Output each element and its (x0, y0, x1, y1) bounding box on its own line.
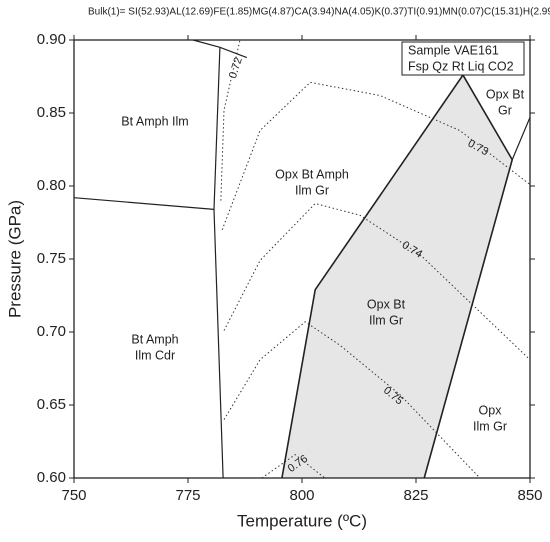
field-label: Opx (479, 403, 503, 417)
legend-text: Fsp Qz Rt Liq CO2 (408, 59, 514, 73)
y-tick-label: 0.75 (37, 250, 66, 267)
y-axis-label: Pressure (GPa) (5, 200, 24, 318)
field-label: Ilm Gr (473, 419, 507, 433)
y-tick-label: 0.65 (37, 396, 66, 413)
field-label: Bt Amph (131, 332, 178, 346)
legend-box (401, 41, 525, 76)
x-tick-label: 775 (175, 487, 200, 504)
phase-boundary (73, 197, 215, 210)
legend-text: Sample VAE161 (408, 43, 499, 57)
y-tick-label: 0.70 (37, 323, 66, 340)
field-label: Gr (498, 103, 512, 117)
x-tick-label: 825 (403, 487, 428, 504)
y-tick-label: 0.80 (37, 177, 66, 194)
isopleth (223, 202, 531, 361)
bulk-composition: Bulk(1)= SI(52.93)AL(12.69)FE(1.85)MG(4.… (88, 7, 550, 18)
phase-boundary (213, 47, 224, 479)
field-label: Ilm Gr (295, 183, 329, 197)
x-tick-label: 850 (517, 487, 542, 504)
field-label: Bt Amph Ilm (121, 114, 188, 128)
isopleth (261, 454, 326, 479)
y-tick-label: 0.85 (37, 104, 66, 121)
shaded-field (281, 75, 513, 478)
isopleth-label: 0.72 (227, 56, 245, 80)
phase-boundary (511, 117, 531, 160)
field-label: Opx Bt (486, 87, 525, 101)
field-label: Opx Bt (367, 297, 406, 311)
field-label: Ilm Cdr (135, 348, 175, 362)
x-tick-label: 750 (61, 487, 86, 504)
x-tick-label: 800 (289, 487, 314, 504)
isopleth (221, 81, 531, 230)
x-axis-label: Temperature (ºC) (237, 511, 367, 530)
y-tick-label: 0.90 (37, 31, 66, 48)
y-tick-label: 0.60 (37, 469, 66, 486)
field-label: Ilm Gr (369, 313, 403, 327)
field-label: Opx Bt Amph (275, 167, 349, 181)
